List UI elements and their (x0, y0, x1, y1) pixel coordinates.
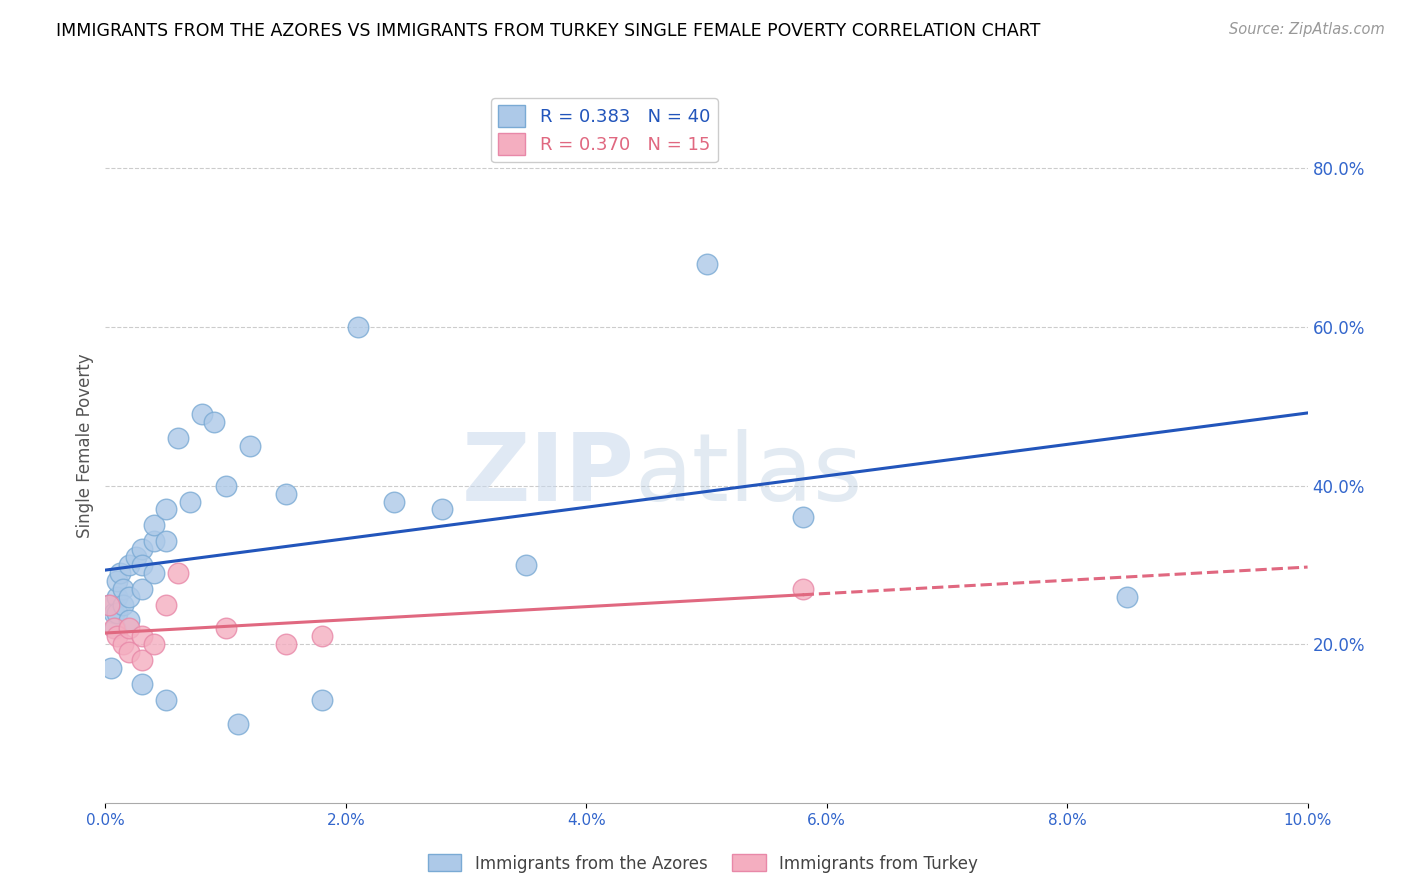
Point (131, 558, 153, 572)
Point (239, 439, 262, 453)
Point (430, 502, 453, 516)
Point (104, 621, 127, 635)
Point (190, 407, 212, 421)
Point (226, 716, 249, 731)
Point (155, 534, 177, 549)
Point (118, 558, 141, 572)
Point (131, 653, 153, 667)
Point (155, 692, 177, 706)
Point (792, 582, 814, 596)
Point (100, 661, 122, 675)
Point (202, 415, 225, 429)
Point (166, 566, 188, 580)
Point (311, 692, 333, 706)
Point (515, 558, 537, 572)
Point (118, 614, 141, 628)
Point (118, 621, 141, 635)
Point (118, 645, 141, 659)
Point (112, 598, 135, 612)
Point (98, 598, 121, 612)
Point (274, 486, 297, 500)
Point (347, 320, 370, 334)
Point (274, 637, 297, 651)
Text: ZIP: ZIP (461, 428, 634, 521)
Text: IMMIGRANTS FROM THE AZORES VS IMMIGRANTS FROM TURKEY SINGLE FEMALE POVERTY CORRE: IMMIGRANTS FROM THE AZORES VS IMMIGRANTS… (56, 22, 1040, 40)
Point (311, 629, 333, 643)
Point (214, 621, 236, 635)
Point (112, 637, 135, 651)
Point (1116, 590, 1139, 604)
Point (98, 598, 121, 612)
Text: Source: ZipAtlas.com: Source: ZipAtlas.com (1229, 22, 1385, 37)
Point (107, 574, 129, 588)
Point (131, 677, 153, 691)
Point (179, 494, 201, 508)
Point (142, 518, 165, 533)
Legend: Immigrants from the Azores, Immigrants from Turkey: Immigrants from the Azores, Immigrants f… (422, 847, 984, 880)
Point (155, 598, 177, 612)
Point (118, 590, 141, 604)
Point (792, 510, 814, 524)
Point (112, 582, 135, 596)
Point (155, 502, 177, 516)
Point (107, 606, 129, 620)
Point (103, 621, 125, 635)
Point (166, 431, 188, 445)
Point (107, 590, 129, 604)
Y-axis label: Single Female Poverty: Single Female Poverty (76, 354, 94, 538)
Point (142, 566, 165, 580)
Point (103, 606, 125, 620)
Point (124, 549, 146, 564)
Text: atlas: atlas (634, 428, 863, 521)
Point (131, 629, 153, 643)
Point (108, 566, 131, 580)
Point (131, 582, 153, 596)
Point (214, 478, 236, 492)
Point (131, 542, 153, 557)
Legend: R = 0.383   N = 40, R = 0.370   N = 15: R = 0.383 N = 40, R = 0.370 N = 15 (491, 98, 717, 162)
Point (142, 534, 165, 549)
Point (107, 629, 129, 643)
Point (696, 257, 718, 271)
Point (382, 494, 405, 508)
Point (142, 637, 165, 651)
